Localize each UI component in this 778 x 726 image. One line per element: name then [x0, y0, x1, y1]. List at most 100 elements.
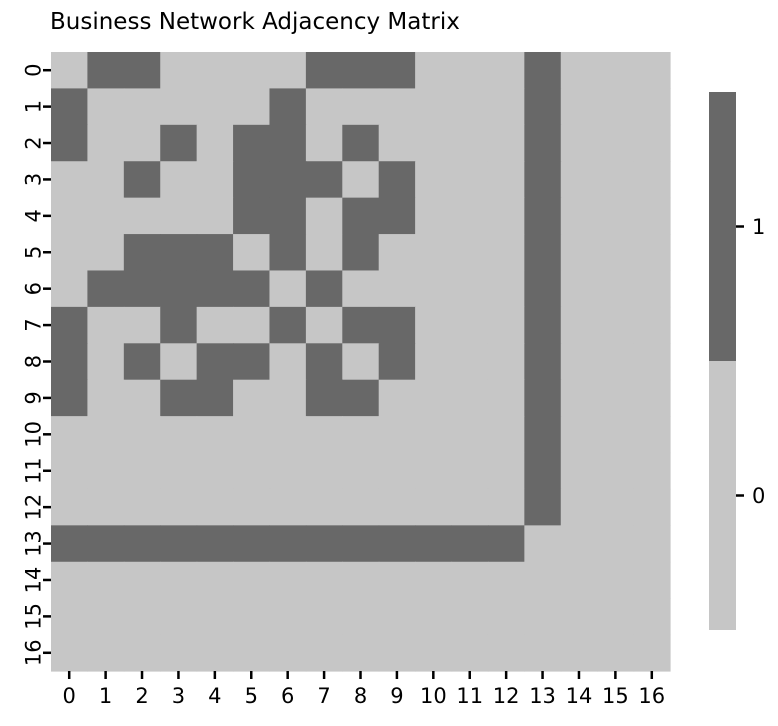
heatmap-cell: [487, 306, 525, 344]
heatmap-cell: [378, 161, 416, 199]
heatmap-cell: [378, 306, 416, 344]
y-tick-label: 2: [21, 136, 45, 149]
heatmap-cell: [305, 197, 343, 235]
heatmap-cell: [487, 598, 525, 636]
heatmap-cell: [160, 525, 198, 563]
heatmap-cell: [378, 234, 416, 272]
heatmap-cell: [233, 379, 271, 417]
heatmap-cell: [160, 88, 198, 126]
heatmap-cell: [415, 306, 453, 344]
heatmap-cell: [51, 306, 89, 344]
heatmap-cell: [415, 52, 453, 90]
heatmap-cell: [487, 634, 525, 672]
heatmap-cell: [123, 634, 161, 672]
heatmap-cell: [560, 452, 598, 490]
heatmap-cell: [451, 488, 489, 526]
heatmap-cell: [342, 488, 380, 526]
heatmap-cell: [160, 598, 198, 636]
heatmap-cell: [160, 379, 198, 417]
heatmap-cell: [487, 488, 525, 526]
x-tick-label: 14: [566, 684, 593, 708]
heatmap-cell: [597, 234, 635, 272]
heatmap-cell: [160, 124, 198, 162]
y-tick-label: 0: [21, 64, 45, 77]
heatmap-cell: [597, 561, 635, 599]
heatmap-cell: [196, 124, 234, 162]
heatmap-cell: [415, 161, 453, 199]
heatmap-cell: [633, 270, 671, 308]
y-tick-label: 8: [21, 355, 45, 368]
heatmap-cell: [160, 52, 198, 90]
heatmap-cell: [305, 379, 343, 417]
heatmap-cell: [597, 161, 635, 199]
y-tick-label: 14: [21, 567, 45, 594]
heatmap-cell: [342, 52, 380, 90]
heatmap-cell: [415, 88, 453, 126]
heatmap-cell: [123, 197, 161, 235]
colorbar: 10: [709, 92, 765, 630]
heatmap-cell: [378, 634, 416, 672]
heatmap-cell: [487, 270, 525, 308]
heatmap-cell: [378, 488, 416, 526]
y-tick-label: 5: [21, 246, 45, 259]
heatmap-cell: [305, 416, 343, 454]
heatmap-cell: [633, 634, 671, 672]
heatmap-cell: [451, 88, 489, 126]
heatmap-cell: [633, 234, 671, 272]
heatmap-cell: [51, 561, 89, 599]
heatmap-cell: [415, 634, 453, 672]
heatmap-cell: [415, 525, 453, 563]
y-tick-label: 3: [21, 173, 45, 186]
heatmap-cell: [51, 52, 89, 90]
heatmap-cell: [487, 124, 525, 162]
heatmap-cell: [51, 379, 89, 417]
heatmap-cell: [524, 634, 562, 672]
heatmap-cell: [269, 634, 307, 672]
heatmap-cell: [451, 161, 489, 199]
heatmap-cell: [123, 124, 161, 162]
heatmap-cell: [51, 452, 89, 490]
heatmap-cell: [487, 52, 525, 90]
heatmap-cell: [87, 343, 125, 381]
heatmap-cell: [560, 306, 598, 344]
heatmap-cell: [415, 416, 453, 454]
heatmap-cell: [269, 525, 307, 563]
heatmap-cell: [378, 452, 416, 490]
heatmap-cell: [560, 634, 598, 672]
heatmap-cell: [123, 416, 161, 454]
heatmap-cell: [269, 234, 307, 272]
heatmap-cell: [196, 634, 234, 672]
heatmap-cell: [160, 488, 198, 526]
y-tick-label: 1: [21, 100, 45, 113]
heatmap-cell: [269, 270, 307, 308]
heatmap-cell: [560, 525, 598, 563]
heatmap-cell: [378, 379, 416, 417]
heatmap-cell: [342, 598, 380, 636]
heatmap-cell: [269, 488, 307, 526]
heatmap-cell: [415, 598, 453, 636]
heatmap-cell: [305, 52, 343, 90]
heatmap-cell: [378, 197, 416, 235]
heatmap-cell: [233, 161, 271, 199]
heatmap-cell: [269, 343, 307, 381]
heatmap-cell: [123, 52, 161, 90]
heatmap-cell: [269, 306, 307, 344]
heatmap-cell: [524, 416, 562, 454]
x-tick-label: 11: [456, 684, 483, 708]
heatmap-cell: [305, 124, 343, 162]
heatmap-cell: [87, 525, 125, 563]
heatmap-cell: [451, 52, 489, 90]
heatmap-cell: [123, 306, 161, 344]
heatmap-cell: [560, 161, 598, 199]
heatmap-cell: [160, 343, 198, 381]
heatmap-cell: [233, 306, 271, 344]
heatmap-cell: [342, 270, 380, 308]
heatmap-cell: [160, 452, 198, 490]
x-tick-label: 4: [208, 684, 221, 708]
heatmap-cell: [196, 488, 234, 526]
heatmap-cell: [196, 452, 234, 490]
heatmap-cell: [233, 488, 271, 526]
heatmap-cell: [487, 234, 525, 272]
heatmap-cell: [160, 634, 198, 672]
heatmap-cell: [87, 598, 125, 636]
